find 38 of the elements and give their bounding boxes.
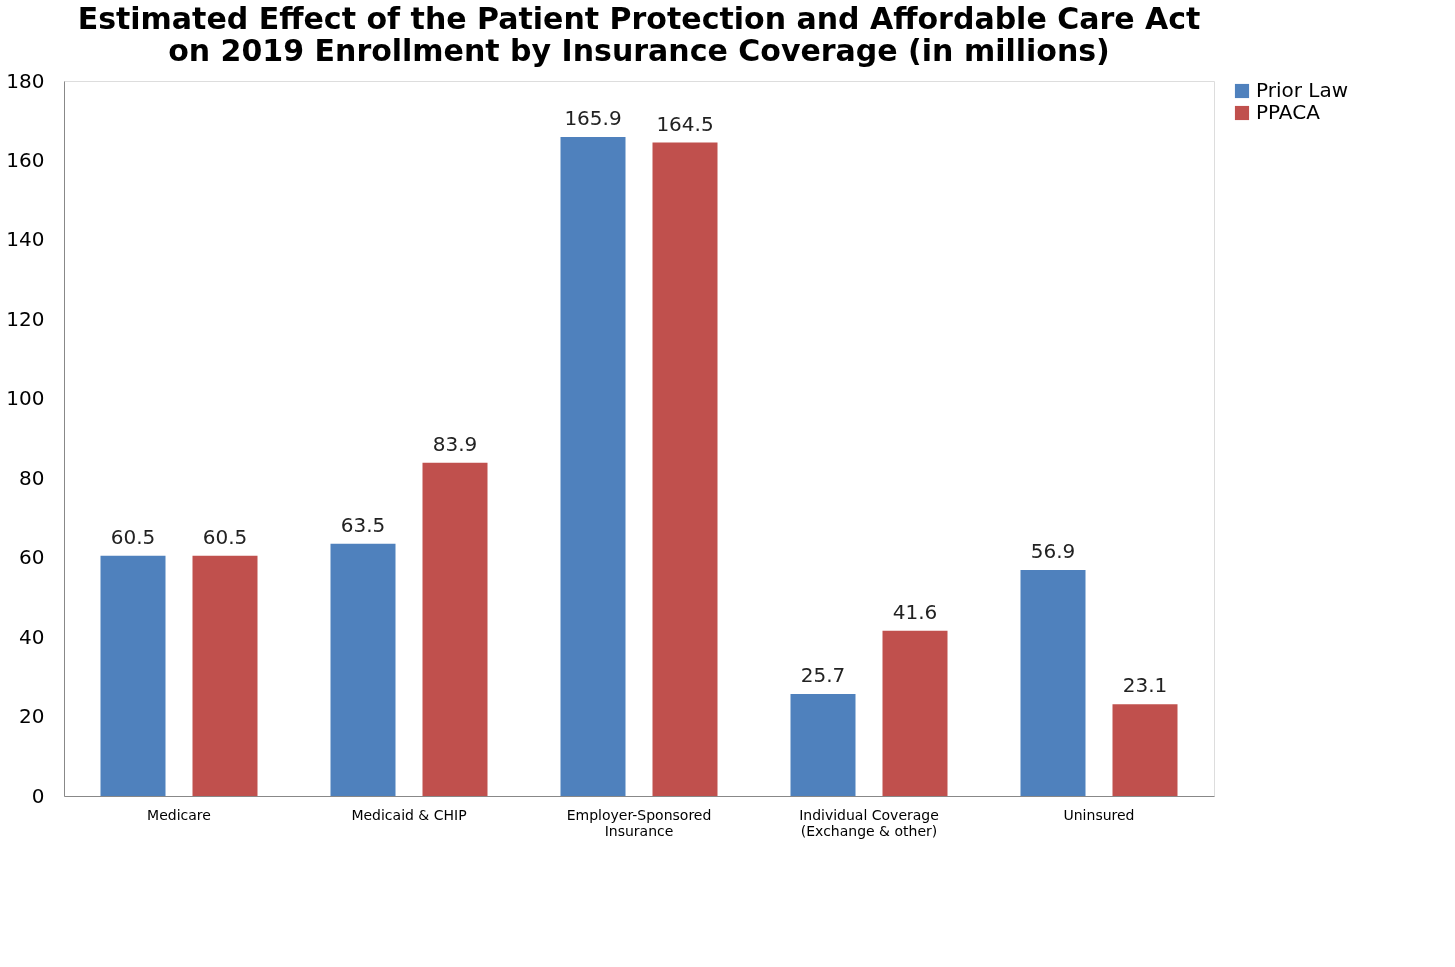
bar — [422, 462, 488, 796]
y-tick-label: 180 — [6, 68, 45, 93]
bar — [330, 543, 396, 796]
bar — [1112, 704, 1178, 796]
bar — [192, 555, 258, 796]
data-label: 23.1 — [1122, 673, 1168, 698]
data-label: 63.5 — [340, 512, 386, 537]
x-tick-label: Employer-Sponsored Insurance — [566, 806, 712, 839]
x-tick-label: Medicare — [147, 806, 211, 823]
bar — [100, 555, 166, 796]
y-tick-label: 160 — [6, 147, 45, 172]
bar — [882, 630, 948, 796]
chart-title: Estimated Effect of the Patient Protection and Affordable Care Act on 2019 Enrollment by Insurance Coverage (in millions) — [77, 1, 1201, 68]
y-tick-label: 140 — [6, 227, 45, 252]
x-tick-label: Medicaid & CHIP — [351, 806, 467, 823]
y-tick-label: 120 — [6, 306, 45, 331]
data-label: 60.5 — [202, 524, 248, 549]
y-tick-label: 20 — [19, 704, 45, 729]
data-label: 60.5 — [110, 524, 156, 549]
bar — [652, 142, 718, 796]
x-tick-label: Individual Coverage (Exchange & other) — [799, 806, 939, 839]
x-tick-label: Uninsured — [1063, 806, 1135, 823]
y-tick-label: 60 — [19, 545, 45, 570]
data-label: 83.9 — [432, 431, 478, 456]
legend-label: PPACA — [1256, 100, 1321, 124]
y-tick-label: 0 — [31, 783, 45, 808]
y-tick-label: 80 — [19, 465, 45, 490]
data-label: 165.9 — [564, 106, 622, 131]
bar — [1020, 569, 1086, 796]
bar — [790, 693, 856, 796]
data-label: 164.5 — [656, 111, 714, 136]
data-label: 25.7 — [800, 662, 846, 687]
y-tick-label: 40 — [19, 624, 45, 649]
legend-label: Prior Law — [1256, 78, 1349, 102]
bar — [560, 137, 626, 796]
data-label: 56.9 — [1030, 538, 1076, 563]
data-label: 41.6 — [892, 599, 938, 624]
y-tick-label: 100 — [6, 386, 45, 411]
